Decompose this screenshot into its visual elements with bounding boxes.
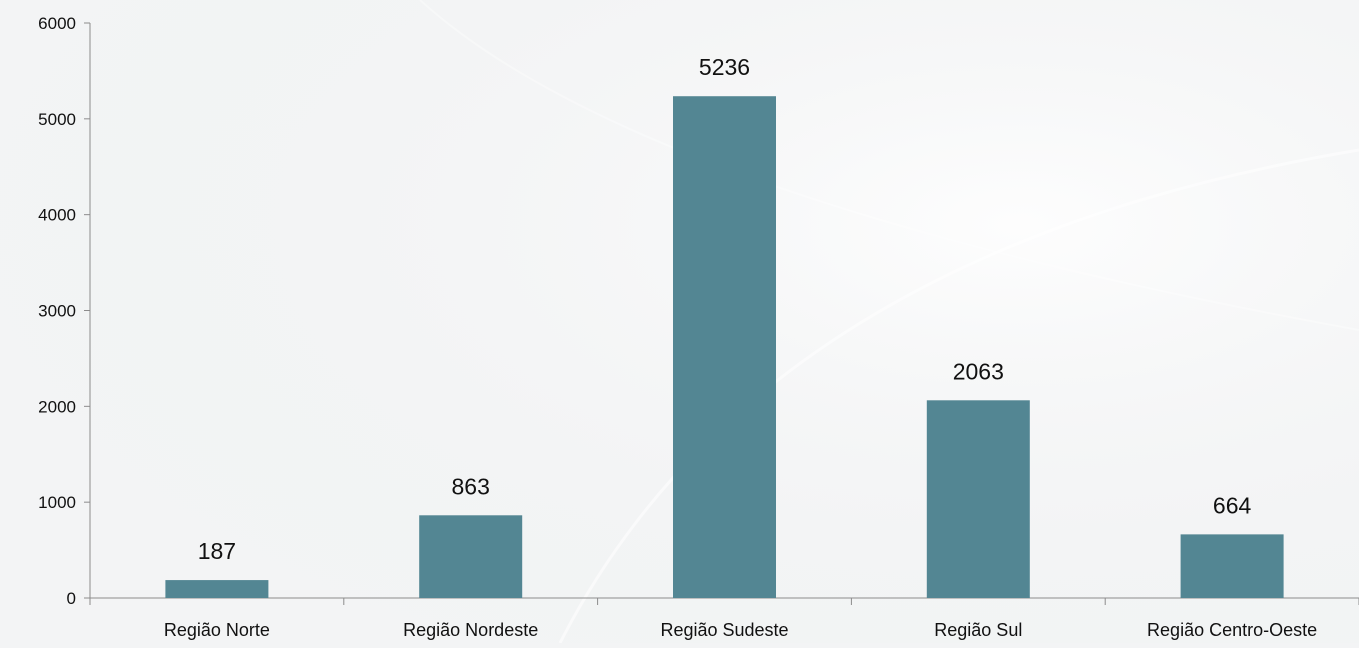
bar (1180, 534, 1284, 598)
data-labels: 187 863 5236 2063 664 (198, 54, 1252, 564)
y-tick-label: 5000 (38, 110, 76, 129)
y-tick-label: 4000 (38, 206, 76, 225)
x-category-label: Região Sul (934, 620, 1022, 640)
bar (926, 400, 1030, 598)
x-category-label: Região Sudeste (660, 620, 788, 640)
bar (165, 580, 269, 598)
y-tick-label: 0 (67, 589, 76, 608)
bar (419, 515, 523, 598)
x-category-label: Região Centro-Oeste (1147, 620, 1317, 640)
x-category-label: Região Nordeste (403, 620, 538, 640)
background-swoosh (558, 148, 1359, 644)
y-tick-label: 3000 (38, 302, 76, 321)
bars (165, 96, 1284, 598)
y-tick-label: 6000 (38, 14, 76, 33)
bar-value-label: 5236 (699, 54, 750, 80)
y-axis: 0 1000 2000 3000 4000 5000 6000 (38, 14, 91, 608)
y-tick-label: 1000 (38, 493, 76, 512)
bar (673, 96, 776, 598)
bar-value-label: 664 (1213, 492, 1252, 518)
bar-value-label: 2063 (953, 358, 1004, 384)
x-axis: Região Norte Região Nordeste Região Sudest… (89, 597, 1359, 640)
x-category-label: Região Norte (164, 620, 270, 640)
bar-value-label: 863 (452, 473, 490, 499)
y-tick-label: 2000 (38, 397, 76, 416)
bar-value-label: 187 (198, 538, 236, 564)
